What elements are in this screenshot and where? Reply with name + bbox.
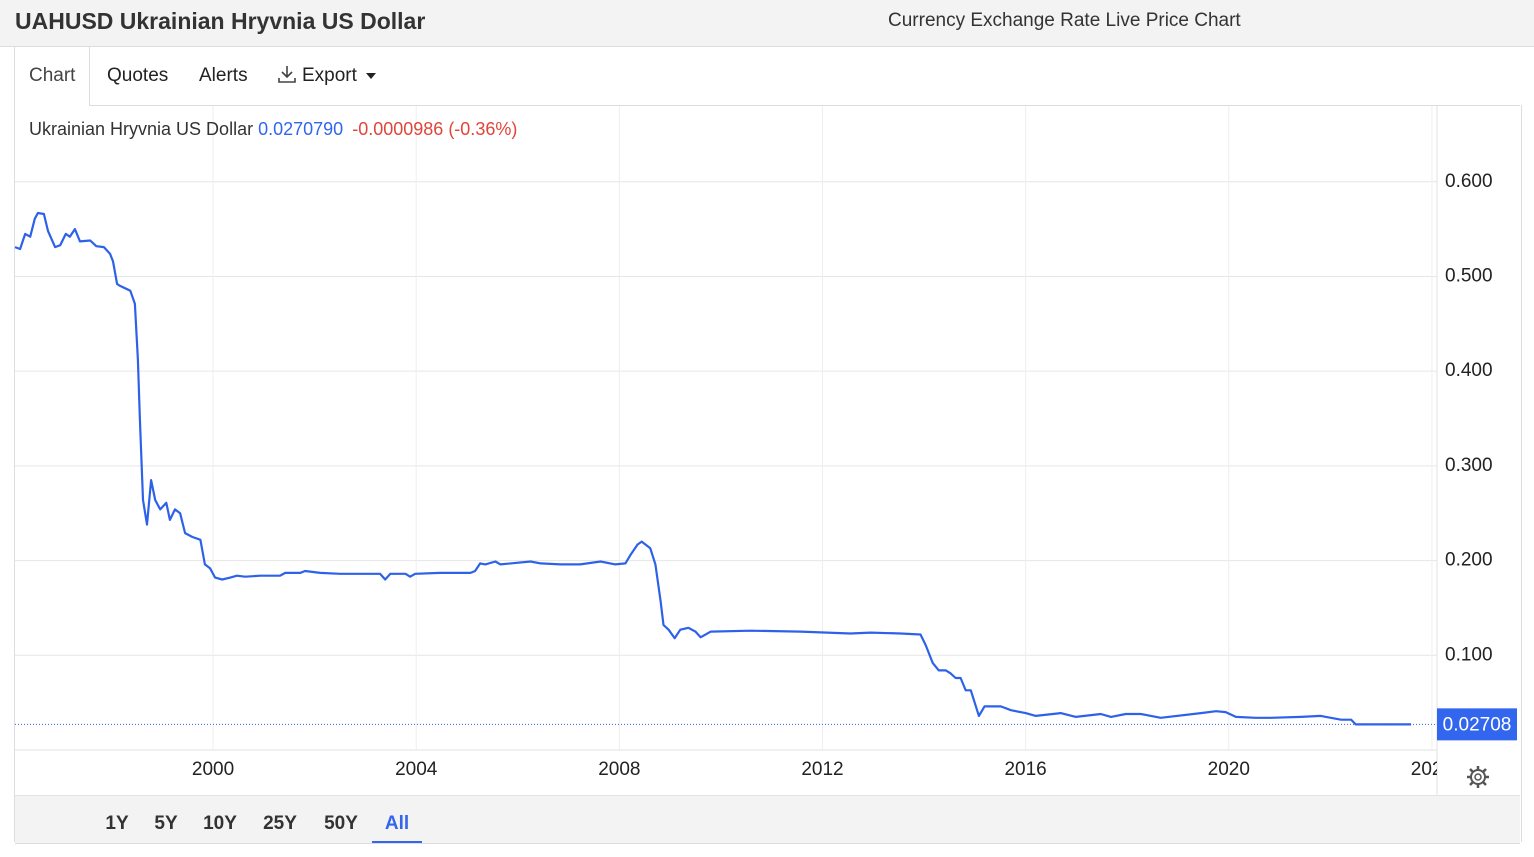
range-button[interactable]: All — [372, 796, 422, 843]
range-button[interactable]: 10Y — [203, 813, 237, 834]
x-tick-label: 2012 — [801, 759, 843, 780]
export-button[interactable]: Export — [276, 47, 377, 105]
x-tick-label: 2004 — [395, 759, 438, 780]
x-tick-label: 2016 — [1004, 759, 1046, 780]
range-button[interactable]: 5Y — [154, 813, 178, 834]
change: -0.0000986 — [352, 119, 444, 139]
y-tick-label: 0.400 — [1445, 360, 1493, 381]
x-tick-label: 2000 — [192, 759, 234, 780]
x-tick-label: 2008 — [598, 759, 640, 780]
tab[interactable]: Quotes — [107, 65, 169, 86]
chart: 2000 2004 2008 2012 2016 2020 2024 0.100 0.200 0.… — [14, 106, 1517, 795]
tab[interactable]: Chart — [14, 47, 91, 106]
title: UAHUSD Ukrainian Hryvnia US Dollar — [15, 8, 426, 34]
legend: Ukrainian Hryvnia US Dollar 0.0270790 -0… — [29, 119, 517, 140]
tab[interactable]: Alerts — [199, 65, 248, 86]
y-tick-label: 0.300 — [1445, 455, 1493, 476]
range-button[interactable]: 50Y — [324, 813, 358, 834]
range-bar: 1Y 5Y 10Y 25Y 50Y All — [15, 795, 1520, 844]
y-tick-label: 0.200 — [1445, 550, 1493, 571]
price-line — [14, 211, 1412, 726]
y-tick-label: 0.100 — [1445, 644, 1493, 665]
header: UAHUSD Ukrainian Hryvnia US Dollar Curre… — [0, 0, 1534, 47]
settings-icon[interactable] — [1467, 766, 1489, 788]
x-tick-label: 2020 — [1208, 759, 1250, 780]
y-tick-label: 0.600 — [1445, 171, 1493, 192]
y-tick-label: 0.500 — [1445, 265, 1493, 286]
export-label: Export — [302, 65, 357, 86]
tab-bar: Chart Quotes Alerts Export — [14, 47, 1520, 106]
chart-panel — [14, 105, 1522, 842]
last-price-label: 0.02708 — [1443, 714, 1512, 735]
caret — [366, 73, 377, 79]
range-button[interactable]: 1Y — [105, 813, 129, 834]
series-name: Ukrainian Hryvnia US Dollar — [29, 119, 254, 139]
price: 0.0270790 — [258, 119, 344, 139]
download-icon — [278, 66, 296, 83]
last-price-box — [1437, 708, 1517, 741]
change-pct: (-0.36%) — [448, 119, 518, 139]
range-button[interactable]: 25Y — [263, 813, 297, 834]
x-tick-label: 2024 — [1411, 759, 1454, 780]
subtitle: Currency Exchange Rate Live Price Chart — [888, 10, 1241, 31]
